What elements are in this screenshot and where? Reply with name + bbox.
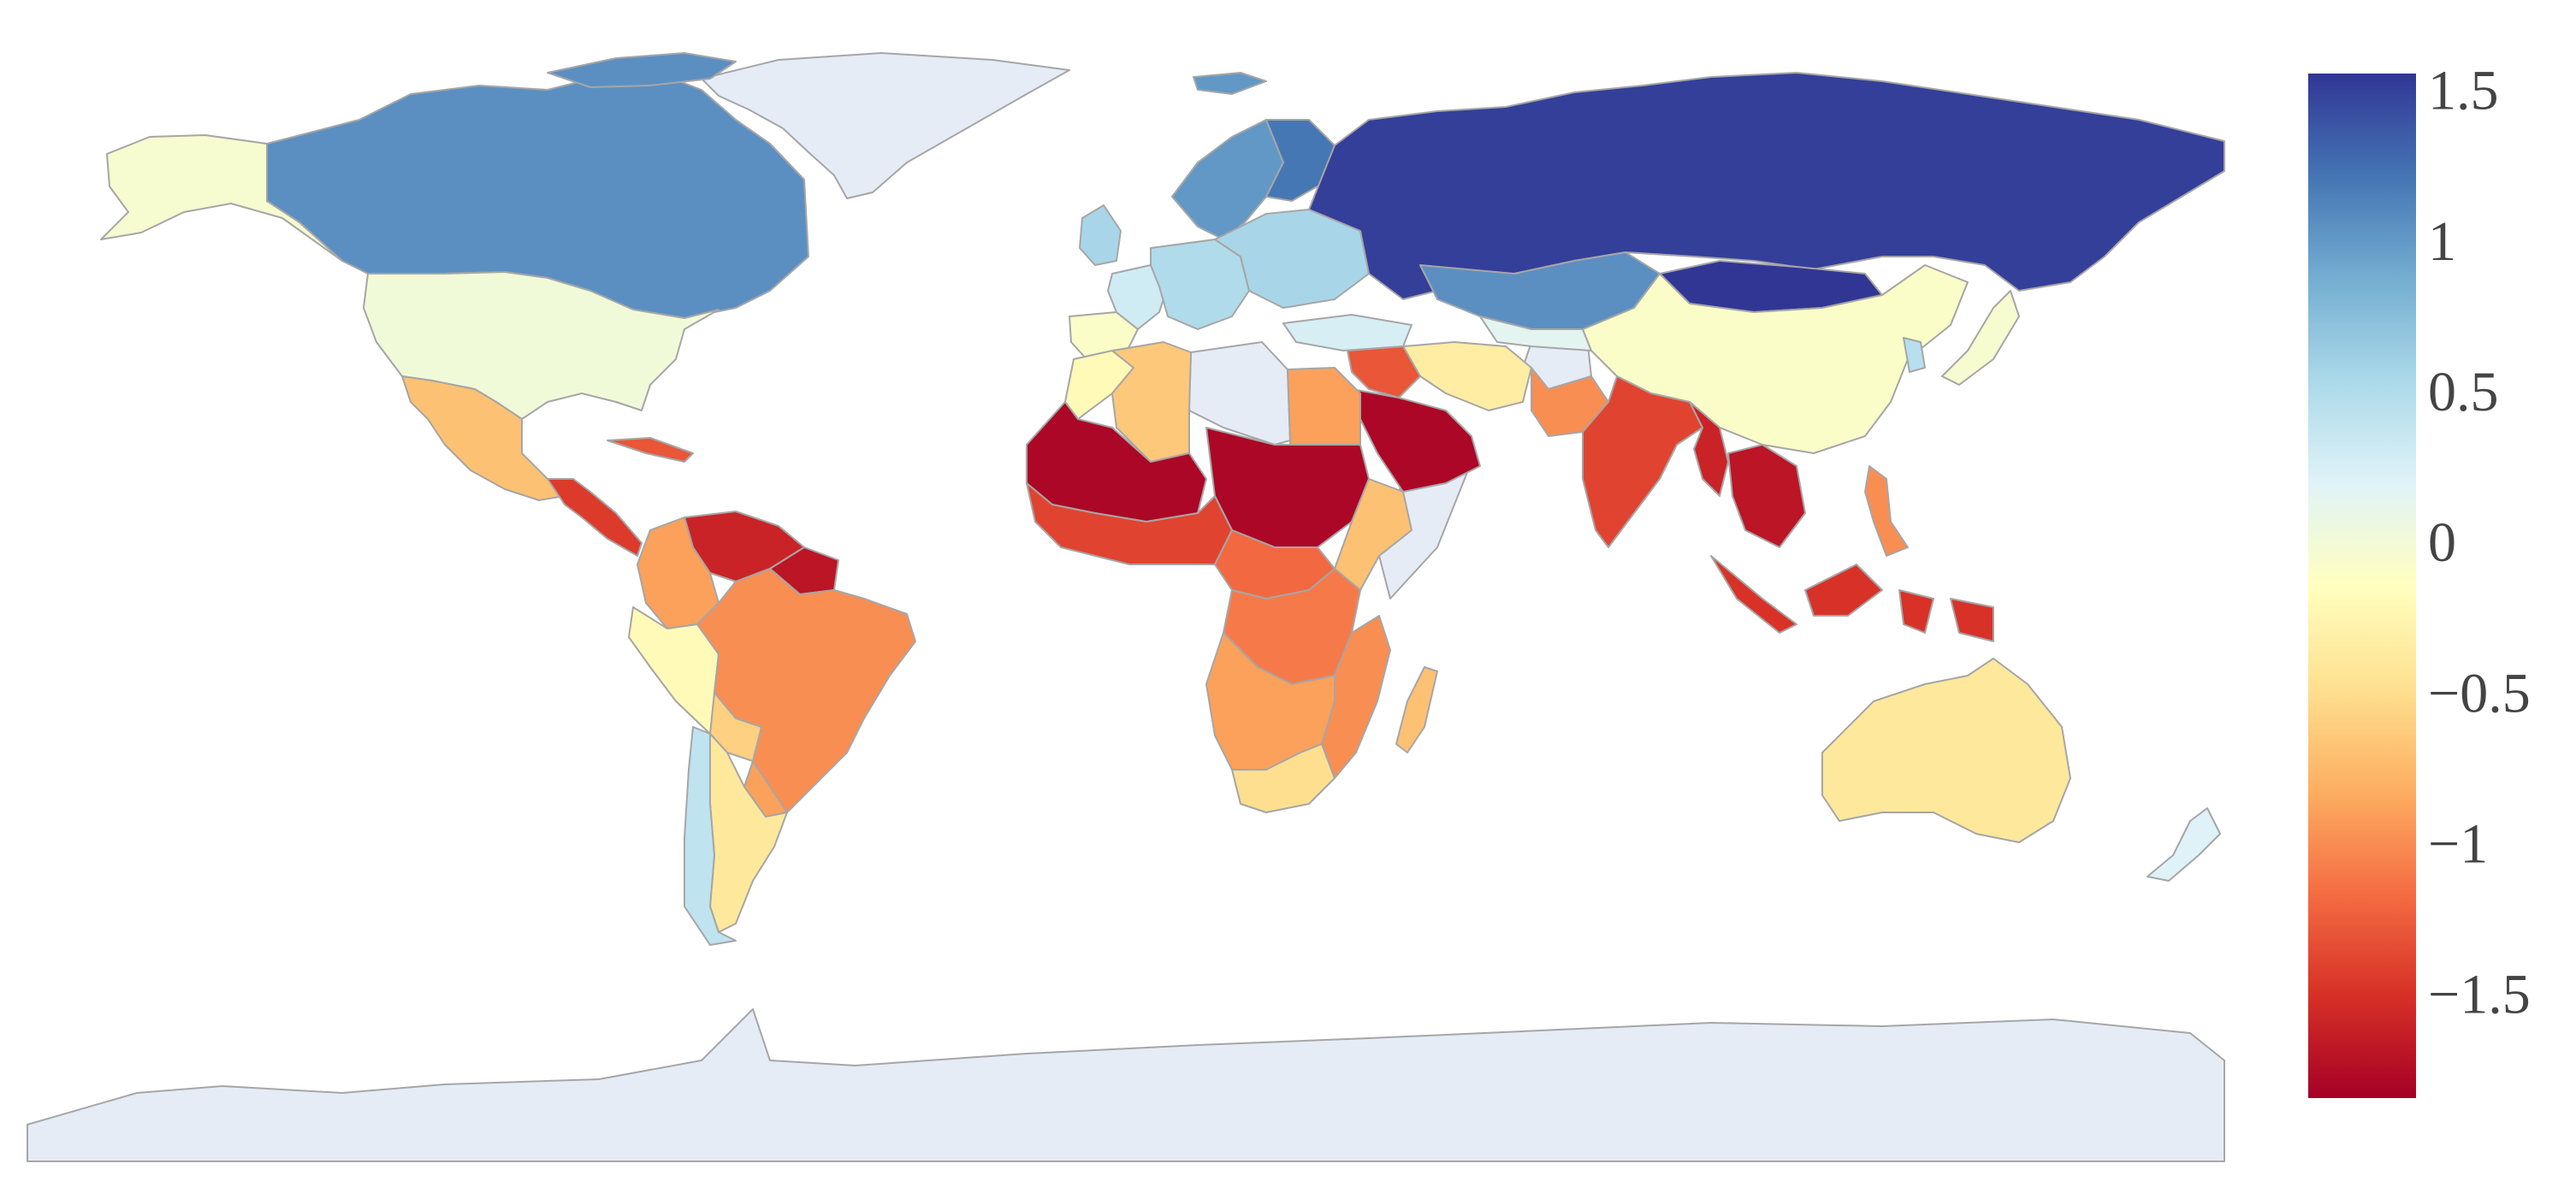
- country-libya: [1188, 341, 1291, 446]
- country-japan: [1941, 290, 2020, 386]
- colorbar-tick-label: 1.5: [2428, 60, 2499, 122]
- colorbar-tick-label: 0: [2428, 511, 2456, 574]
- country-eastern-europe: [1214, 209, 1370, 309]
- country-australia: [1821, 658, 2071, 843]
- country-antarctica: [27, 1008, 2225, 1162]
- colorbar-tick-label: 1: [2428, 210, 2456, 273]
- country-south-africa: [1231, 743, 1335, 813]
- country-angola-zambia: [1205, 632, 1335, 771]
- country-egypt: [1287, 367, 1361, 446]
- colorbar-tick-label: −0.5: [2428, 662, 2531, 724]
- colorbar-tick-label: −1.5: [2428, 964, 2531, 1026]
- country-new-zealand: [2147, 807, 2221, 882]
- colorbar: 1.5 1 0.5 0 −0.5 −1 −1.5: [2308, 60, 2531, 1098]
- country-philippines: [1864, 465, 1909, 557]
- country-saudi-arabia: [1351, 388, 1481, 493]
- country-greenland: [701, 52, 1070, 199]
- country-uk-ireland: [1079, 204, 1122, 266]
- country-iran: [1402, 341, 1532, 411]
- country-iceland: [1193, 72, 1267, 95]
- country-central-america: [547, 478, 643, 557]
- country-indonesia: [1710, 555, 1994, 642]
- country-india: [1582, 375, 1703, 548]
- country-alaska: [100, 134, 343, 262]
- country-korea: [1903, 337, 1926, 373]
- country-canada-arctic-islands: [547, 52, 737, 88]
- colorbar-gradient: [2308, 74, 2416, 1098]
- country-finland: [1265, 119, 1335, 202]
- colorbar-ticks: 1.5 1 0.5 0 −0.5 −1 −1.5: [2428, 60, 2531, 1026]
- country-turkey: [1282, 314, 1412, 351]
- country-cuba: [607, 437, 694, 463]
- colorbar-tick-label: 0.5: [2428, 361, 2499, 423]
- country-madagascar: [1395, 666, 1438, 753]
- country-bangladesh-myanmar: [1689, 401, 1729, 497]
- country-mainland-se-asia: [1727, 444, 1806, 548]
- colorbar-tick-label: −1: [2428, 813, 2488, 876]
- country-chile: [684, 726, 737, 946]
- map-land-layer: [27, 52, 2225, 1162]
